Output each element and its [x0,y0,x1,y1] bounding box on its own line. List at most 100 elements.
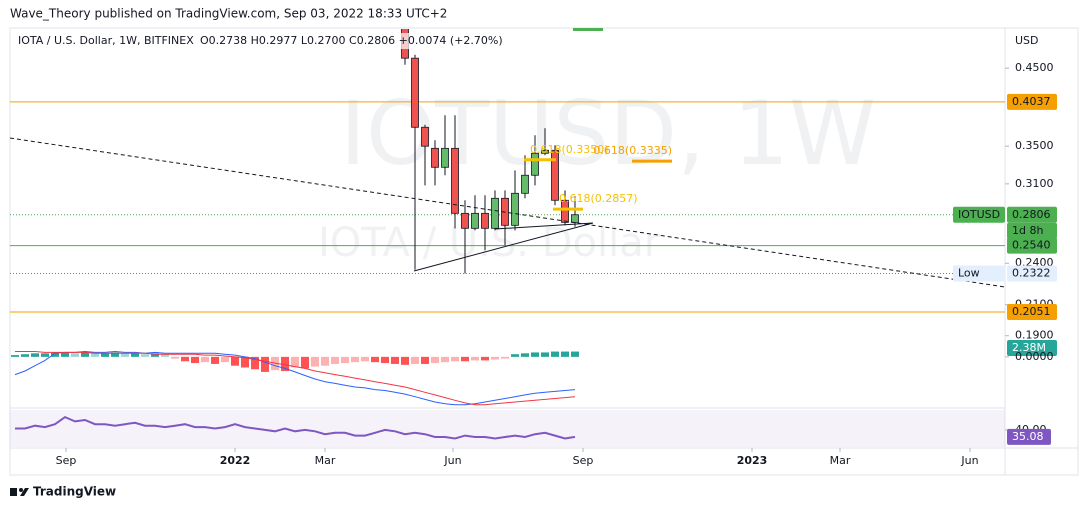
logo [10,488,29,496]
macd-bar [571,351,579,357]
macd-bar [391,356,399,364]
fib-label: 0.618(0.3350) [530,143,609,156]
y-tick-label: 0.1900 [1015,329,1054,342]
macd-bar [501,356,509,359]
macd-bar [291,356,299,368]
candle-body [411,57,419,128]
candle-body [471,212,479,229]
x-tick-label: Sep [56,454,77,467]
x-tick-label: Mar [315,454,336,467]
level-sub-bg [1007,222,1057,239]
macd-bar [421,356,429,364]
macd-bar [341,356,349,364]
fib-label: 0.618(0.2857) [559,192,638,205]
rsi-value-label: 35.08 [1012,430,1044,443]
macd-bar [101,353,109,357]
candle-body [441,147,449,168]
macd-bar [231,356,239,366]
macd-bar [551,351,559,357]
macd-bar [61,352,69,357]
x-tick-label: 2022 [220,454,251,467]
level-name: IOTUSD [958,208,1000,221]
macd-bar [41,353,49,357]
level-tag-bg [1007,206,1057,223]
macd-bar [201,356,209,363]
level-tag: 0.4037 [1012,95,1051,108]
macd-bar [151,353,159,357]
level-tag-bg [1007,265,1057,282]
candle-body [431,147,439,168]
candle-body [481,212,489,229]
macd-bar [521,353,529,357]
ohlc: O0.2738 H0.2977 L0.2700 C0.2806 +0.0074 … [200,34,503,47]
macd-bar [31,353,39,357]
triangle [413,222,594,272]
macd-bar [491,356,499,360]
candle-body [421,126,429,147]
level-tag: 0.2540 [1012,239,1051,252]
macd-bar [511,354,519,357]
candle-body [551,149,559,201]
currency: USD [1015,34,1039,47]
macd-bar [441,356,449,363]
x-tick-label: 2023 [737,454,768,467]
level-tag-bg [1007,304,1057,321]
level-name-bg [953,206,1005,223]
macd-bar [411,356,419,364]
candle-body [521,174,529,194]
macd-bar [381,356,389,364]
y-tick-label: 0.4500 [1015,61,1054,74]
macd-bar [161,354,169,357]
macd-bar [81,352,89,357]
macd-bar [321,356,329,366]
signal-line [15,351,576,406]
macd-bar [91,353,99,357]
macd-bar [211,356,219,364]
rsi-band [10,410,1005,447]
candle-body [511,192,519,226]
macd-bar [561,351,569,357]
macd-bar [351,356,359,363]
macd-bar [531,352,539,357]
watermark: IOTUSD, 1W [340,82,876,185]
macd-bar [181,356,189,362]
macd-bar [541,352,549,357]
rsi-line [15,415,576,440]
macd-line [14,350,576,406]
macd-bar [481,356,489,361]
macd-bar [461,356,469,362]
macd-bar [241,356,249,368]
y-tick-label: 0.3100 [1015,177,1054,190]
macd-tick-label: 0.0000 [1015,350,1054,363]
macd-bar [331,356,339,364]
level-tag-bg [1007,93,1057,110]
watermark-sub: IOTA / U.S. Dollar [318,220,661,266]
candle-body [561,199,569,223]
macd-bar [311,356,319,367]
candle-body [541,149,549,154]
candle-body [571,214,579,223]
x-tick-label: Mar [830,454,851,467]
macd-bar [71,353,79,357]
volume-tag-bg [1007,340,1057,356]
level-tag-bg [1007,237,1057,254]
brand: TradingView [33,485,116,499]
macd-bar [131,353,139,357]
macd-bar [281,356,289,372]
candle-body [491,197,499,229]
macd-bar [471,356,479,361]
legend-bg [14,33,494,49]
macd-bar [141,354,149,357]
level-tag: 0.2051 [1012,305,1051,318]
macd-bar [21,354,29,357]
macd-bar [191,356,199,364]
macd-bar [171,356,179,359]
macd-bar [371,356,379,363]
macd-bar [451,356,459,362]
macd-bar [301,356,309,369]
level-sub: 1d 8h [1012,224,1043,237]
publisher: Wave_Theory published on TradingView.com… [10,7,447,21]
x-tick-label: Jun [443,454,461,467]
macd-bar [111,352,119,357]
